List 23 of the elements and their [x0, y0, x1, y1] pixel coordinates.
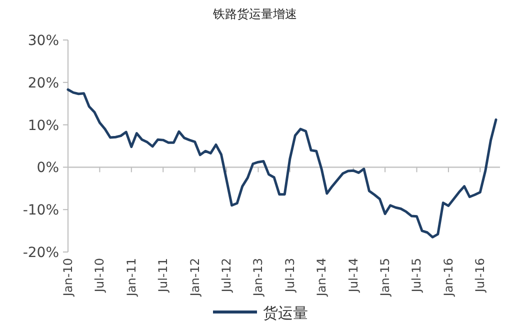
y-tick-label: -10% [22, 202, 59, 219]
x-tick-label: Jan-11 [124, 258, 138, 298]
line-series [66, 88, 498, 238]
x-tick-label: Jul-14 [346, 258, 360, 294]
y-tick-label: 10% [28, 118, 59, 134]
x-tick-label: Jan-13 [251, 258, 266, 298]
y-tick-label: 30% [28, 33, 59, 49]
y-tick-label: -20% [22, 245, 59, 261]
y-tick-label: 20% [28, 75, 59, 92]
x-tick-label: Jul-10 [92, 258, 107, 294]
x-tick-label: Jan-15 [378, 258, 392, 298]
x-tick-label: Jan-14 [314, 258, 329, 298]
y-tick-label: 0% [36, 160, 59, 176]
x-tick-label: Jan-10 [61, 258, 75, 298]
x-tick-label: Jan-12 [188, 258, 202, 298]
chart-title: 铁路货运量增速 [212, 7, 297, 21]
legend-label: 货运量 [263, 304, 308, 322]
x-tick-label: Jul-16 [473, 258, 488, 294]
x-tick-label: Jul-13 [282, 258, 297, 294]
x-tick-label: Jan-16 [441, 258, 456, 298]
x-tick-label: Jul-15 [410, 258, 424, 294]
x-tick-label: Jul-12 [220, 258, 234, 294]
x-tick-label: Jul-11 [156, 258, 170, 294]
